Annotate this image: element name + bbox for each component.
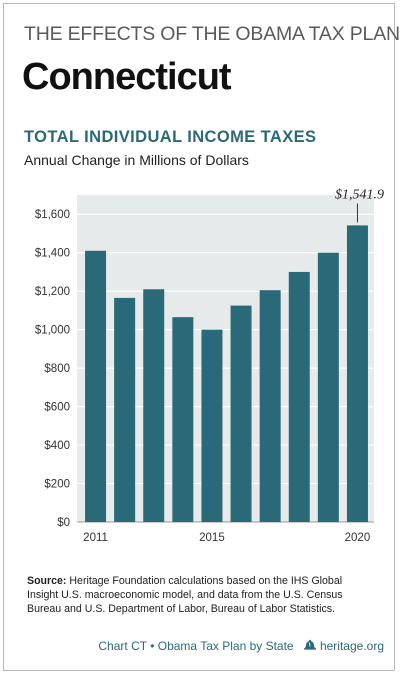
x-tick-label: 2015 (199, 532, 225, 544)
heritage-link[interactable]: heritage.org (319, 639, 384, 653)
chart-id: Chart CT (98, 639, 147, 653)
source-note: Source: Heritage Foundation calculations… (27, 574, 372, 616)
bar (230, 305, 252, 522)
y-tick-label: $1,400 (35, 248, 70, 260)
bar-chart: $0 $200 $400 $600 $800 $1,000 $1,200 $1,400 $1,6… (35, 187, 384, 544)
chart-subtitle: Annual Change in Millions of Dollars (24, 152, 249, 168)
y-tick-label: $1,000 (35, 325, 70, 337)
y-tick-label: $1,600 (35, 209, 70, 221)
bar (288, 271, 310, 522)
y-tick-label: $800 (44, 363, 70, 375)
footer-separator: • (150, 639, 155, 653)
x-tick-label: 2020 (345, 532, 371, 544)
chart-card: THE EFFECTS OF THE OBAMA TAX PLAN Connec… (3, 3, 400, 671)
y-tick-label: $1,200 (35, 286, 70, 298)
source-label: Source: (27, 575, 67, 587)
bar (346, 225, 368, 522)
series-name: Obama Tax Plan by State (157, 639, 294, 653)
y-tick-label: $200 (44, 479, 70, 491)
bar (172, 317, 194, 522)
bar (259, 290, 281, 522)
bar (114, 297, 136, 522)
bar (317, 252, 339, 523)
bar (201, 329, 223, 522)
source-text: Heritage Foundation calculations based o… (27, 575, 343, 615)
y-tick-label: $600 (44, 402, 70, 414)
y-tick-label: $400 (44, 440, 70, 452)
footer: Chart CT • Obama Tax Plan by State herit… (4, 639, 384, 653)
x-tick-label: 2011 (83, 532, 108, 544)
data-label: $1,541.9 (335, 187, 384, 202)
supertitle: THE EFFECTS OF THE OBAMA TAX PLAN (24, 23, 400, 45)
liberty-bell-icon (303, 639, 316, 650)
state-title: Connecticut (22, 56, 232, 98)
chart-title: TOTAL INDIVIDUAL INCOME TAXES (24, 128, 317, 146)
y-tick-label: $0 (57, 517, 70, 529)
bar (143, 289, 165, 522)
bar (85, 250, 107, 522)
